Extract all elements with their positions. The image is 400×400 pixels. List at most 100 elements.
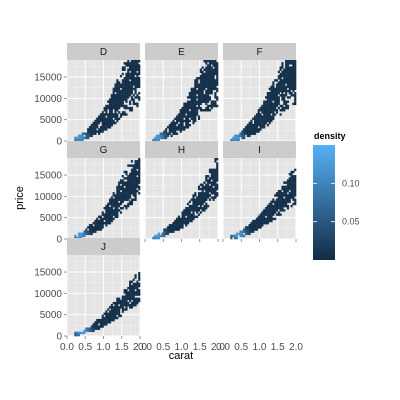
density-cell bbox=[214, 70, 217, 74]
density-cell bbox=[286, 200, 289, 204]
density-cell bbox=[281, 106, 284, 110]
density-cell bbox=[192, 91, 195, 95]
density-cell bbox=[121, 102, 124, 106]
density-cell bbox=[212, 100, 215, 103]
density-cell bbox=[172, 121, 175, 125]
density-cell bbox=[290, 183, 293, 187]
density-cell bbox=[134, 284, 137, 288]
density-cell bbox=[207, 66, 210, 69]
density-cell bbox=[136, 60, 139, 63]
density-cell bbox=[138, 83, 141, 86]
density-cell bbox=[132, 164, 135, 167]
density-cell bbox=[108, 123, 112, 127]
density-cell bbox=[110, 117, 113, 120]
density-cell bbox=[110, 304, 113, 307]
density-cell bbox=[77, 333, 81, 337]
density-cell bbox=[99, 224, 102, 227]
density-cell bbox=[108, 316, 112, 320]
density-cell bbox=[103, 221, 106, 225]
density-cell bbox=[130, 109, 133, 112]
density-cell bbox=[255, 226, 258, 229]
density-cell bbox=[266, 215, 269, 218]
density-cell bbox=[105, 310, 108, 313]
density-cell bbox=[118, 194, 121, 197]
density-cell bbox=[294, 179, 297, 182]
density-cell bbox=[266, 117, 269, 120]
density-cell bbox=[108, 215, 112, 218]
density-cell bbox=[136, 177, 139, 180]
y-tick-label: 5000 bbox=[40, 310, 63, 321]
density-cell bbox=[288, 79, 291, 82]
density-cell bbox=[292, 175, 295, 178]
density-cell bbox=[101, 219, 104, 223]
density-cell bbox=[246, 226, 249, 229]
density-cell bbox=[212, 187, 215, 191]
density-cell bbox=[186, 119, 190, 123]
density-cell bbox=[208, 77, 211, 80]
density-cell bbox=[207, 104, 210, 108]
density-cell bbox=[250, 226, 253, 229]
density-cell bbox=[188, 123, 191, 127]
density-cell bbox=[266, 102, 269, 106]
density-cell bbox=[134, 304, 137, 307]
density-cell bbox=[112, 102, 115, 106]
density-cell bbox=[208, 109, 211, 112]
density-cell bbox=[107, 221, 110, 225]
density-cell bbox=[87, 232, 90, 236]
density-cell bbox=[275, 104, 279, 108]
density-cell bbox=[125, 177, 128, 180]
density-cell bbox=[74, 136, 77, 140]
density-cell bbox=[259, 119, 262, 123]
density-cell bbox=[103, 106, 106, 110]
density-cell bbox=[125, 194, 128, 197]
density-cell bbox=[292, 189, 295, 193]
density-cell bbox=[127, 81, 130, 84]
density-cell bbox=[279, 79, 282, 82]
density-cell bbox=[286, 77, 289, 80]
density-cell bbox=[101, 128, 104, 131]
density-cell bbox=[136, 62, 139, 65]
density-cell bbox=[283, 202, 286, 206]
density-cell bbox=[239, 234, 242, 238]
density-cell bbox=[114, 312, 117, 315]
density-cell bbox=[235, 232, 238, 236]
density-cell bbox=[283, 106, 286, 110]
density-cell bbox=[248, 226, 251, 229]
density-cell bbox=[132, 102, 135, 106]
density-cell bbox=[103, 312, 106, 315]
density-cell bbox=[208, 96, 211, 99]
density-cell bbox=[92, 123, 95, 127]
x-tick-label: 0.0 bbox=[138, 342, 152, 353]
density-cell bbox=[277, 89, 280, 93]
density-cell bbox=[118, 312, 121, 315]
density-cell bbox=[165, 136, 168, 140]
density-cell bbox=[274, 204, 277, 208]
density-cell bbox=[268, 87, 271, 91]
density-cell bbox=[136, 77, 139, 80]
density-cell bbox=[212, 181, 215, 184]
density-cell bbox=[119, 207, 123, 210]
density-cell bbox=[114, 98, 117, 101]
density-cell bbox=[196, 81, 199, 84]
density-cell bbox=[179, 219, 182, 223]
density-cell bbox=[270, 100, 273, 103]
density-cell bbox=[130, 98, 133, 101]
density-cell bbox=[112, 98, 115, 101]
density-cell bbox=[208, 83, 211, 86]
density-cell bbox=[174, 226, 177, 229]
density-cell bbox=[108, 209, 112, 212]
density-cell bbox=[105, 126, 108, 129]
density-cell bbox=[121, 98, 124, 101]
density-cell bbox=[127, 89, 130, 93]
density-cell bbox=[263, 123, 266, 127]
density-cell bbox=[268, 213, 271, 216]
density-cell bbox=[199, 187, 202, 191]
density-cell bbox=[199, 100, 202, 103]
density-cell bbox=[250, 221, 253, 225]
density-cell bbox=[214, 102, 217, 106]
density-cell bbox=[268, 207, 271, 210]
density-cell bbox=[118, 306, 121, 309]
density-cell bbox=[110, 198, 113, 201]
density-cell bbox=[110, 200, 113, 204]
density-cell bbox=[129, 62, 132, 65]
